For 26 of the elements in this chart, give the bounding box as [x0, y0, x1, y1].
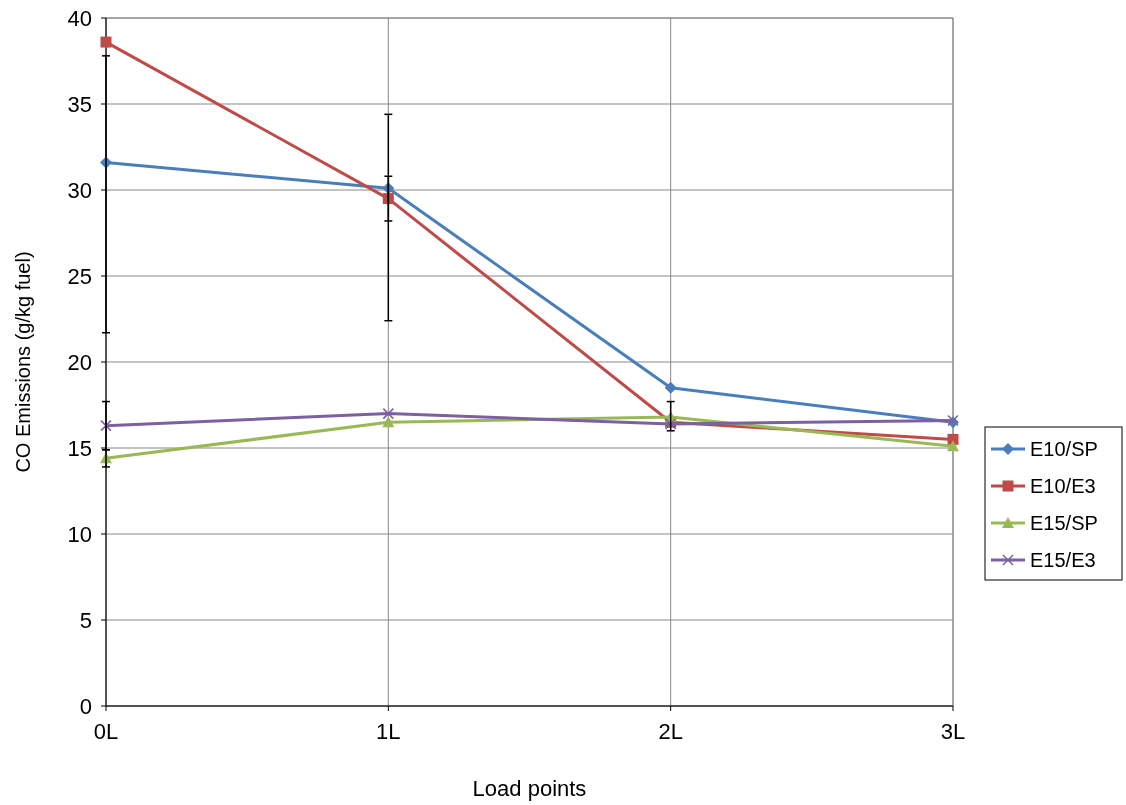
y-tick-label: 40	[67, 5, 92, 31]
point	[100, 419, 112, 432]
y-tick-label: 0	[79, 693, 92, 719]
legend-label: E10/E3	[1030, 475, 1096, 497]
y-tick-label: 20	[67, 349, 92, 375]
point	[382, 407, 395, 420]
y-tick-label: 10	[67, 521, 92, 547]
x-tick-label: 2L	[658, 719, 683, 744]
y-axis-title: CO Emissions (g/kg fuel)	[12, 251, 34, 473]
point	[382, 193, 394, 205]
x-tick-label: 1L	[376, 719, 401, 744]
legend-label: E10/SP	[1030, 438, 1098, 460]
y-tick-label: 25	[67, 263, 92, 289]
point	[664, 381, 677, 394]
x-axis-title: Load points	[472, 776, 587, 801]
point	[382, 416, 395, 428]
x-tick-label: 0L	[93, 719, 119, 744]
y-tick-label: 30	[67, 177, 92, 203]
y-tick-label: 5	[79, 607, 92, 633]
point	[947, 440, 959, 452]
point	[100, 36, 112, 48]
y-tick-label: 35	[67, 91, 92, 117]
x-tick-label: 3L	[940, 719, 966, 744]
legend-label: E15/SP	[1030, 512, 1098, 534]
legend-label: E15/E3	[1030, 549, 1096, 571]
y-tick-label: 15	[67, 435, 92, 461]
